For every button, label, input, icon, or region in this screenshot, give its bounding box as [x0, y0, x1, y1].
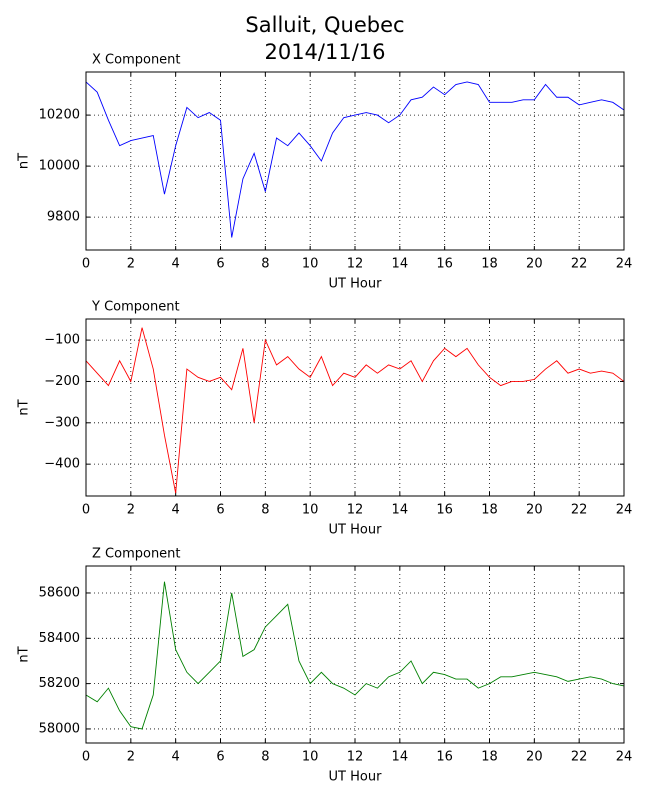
x-axis-label: UT Hour: [329, 770, 383, 785]
panel-title: X Component: [92, 53, 181, 68]
plot-frame: [85, 71, 625, 251]
x-axis-label: UT Hour: [329, 523, 383, 538]
figure-subtitle: 2014/11/16: [264, 40, 385, 64]
x-tick-label: 14: [392, 257, 409, 272]
x-tick-label: 0: [82, 750, 90, 765]
x-tick-label: 4: [172, 503, 180, 518]
y-axis-label: nT: [17, 646, 32, 662]
x-tick-label: 8: [261, 257, 269, 272]
x-tick-label: 8: [261, 503, 269, 518]
x-tick-label: 6: [216, 257, 224, 272]
y-axis-label: nT: [17, 399, 32, 415]
x-tick-label: 0: [82, 257, 90, 272]
x-tick-label: 14: [392, 503, 409, 518]
data-line: [85, 81, 625, 238]
data-line: [85, 327, 625, 494]
x-tick-label: 8: [261, 750, 269, 765]
x-tick-label: 18: [481, 750, 498, 765]
x-tick-label: 18: [481, 257, 498, 272]
x-tick-label: 16: [436, 257, 453, 272]
x-tick-label: 6: [216, 503, 224, 518]
x-tick-label: 22: [571, 750, 588, 765]
x-tick-label: 18: [481, 503, 498, 518]
x-tick-label: 24: [616, 503, 633, 518]
y-axis-label: nT: [17, 153, 32, 169]
y-tick-label: −400: [44, 457, 80, 472]
x-tick-label: 16: [436, 503, 453, 518]
x-tick-label: 10: [302, 257, 319, 272]
x-tick-label: 12: [347, 750, 364, 765]
y-tick-label: 58200: [39, 676, 80, 691]
y-tick-label: 58400: [39, 631, 80, 646]
x-tick-label: 10: [302, 503, 319, 518]
x-tick-label: 2: [127, 503, 135, 518]
x-tick-label: 24: [616, 750, 633, 765]
x-tick-label: 16: [436, 750, 453, 765]
x-tick-label: 14: [392, 750, 409, 765]
x-tick-label: 2: [127, 257, 135, 272]
x-tick-label: 0: [82, 503, 90, 518]
plot-frame: [85, 318, 625, 497]
x-tick-label: 10: [302, 750, 319, 765]
y-tick-label: −100: [44, 333, 80, 348]
x-tick-label: 4: [172, 750, 180, 765]
x-axis-label: UT Hour: [329, 277, 383, 292]
x-tick-label: 22: [571, 503, 588, 518]
y-tick-label: 9800: [47, 210, 80, 225]
x-tick-label: 6: [216, 750, 224, 765]
x-tick-label: 4: [172, 257, 180, 272]
x-tick-label: 20: [526, 750, 543, 765]
x-tick-label: 20: [526, 257, 543, 272]
y-tick-label: 58600: [39, 585, 80, 600]
x-tick-label: 12: [347, 503, 364, 518]
plot-frame: [85, 565, 625, 744]
x-tick-label: 24: [616, 257, 633, 272]
x-tick-label: 12: [347, 257, 364, 272]
y-tick-label: 10000: [39, 159, 80, 174]
data-line: [85, 581, 625, 730]
figure-title: Salluit, Quebec: [245, 13, 404, 37]
y-tick-label: 58000: [39, 721, 80, 736]
y-tick-label: −200: [44, 374, 80, 389]
x-tick-label: 2: [127, 750, 135, 765]
y-tick-label: −300: [44, 415, 80, 430]
panel-title: Y Component: [91, 300, 180, 315]
y-tick-label: 10200: [39, 108, 80, 123]
x-tick-label: 20: [526, 503, 543, 518]
x-tick-label: 22: [571, 257, 588, 272]
panel-title: Z Component: [92, 547, 181, 562]
